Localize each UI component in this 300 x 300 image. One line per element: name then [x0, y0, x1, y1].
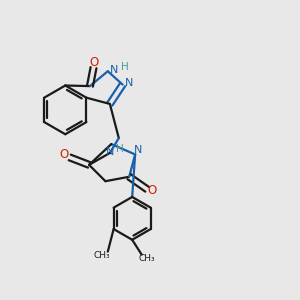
- Text: O: O: [89, 56, 98, 69]
- Text: O: O: [60, 148, 69, 161]
- Text: N: N: [106, 147, 114, 157]
- Text: N: N: [124, 78, 133, 88]
- Text: CH₃: CH₃: [94, 251, 110, 260]
- Text: CH₃: CH₃: [139, 254, 155, 263]
- Text: N: N: [110, 65, 118, 75]
- Text: H: H: [121, 62, 128, 72]
- Text: N: N: [134, 145, 142, 155]
- Text: H: H: [116, 143, 123, 154]
- Text: O: O: [148, 184, 157, 197]
